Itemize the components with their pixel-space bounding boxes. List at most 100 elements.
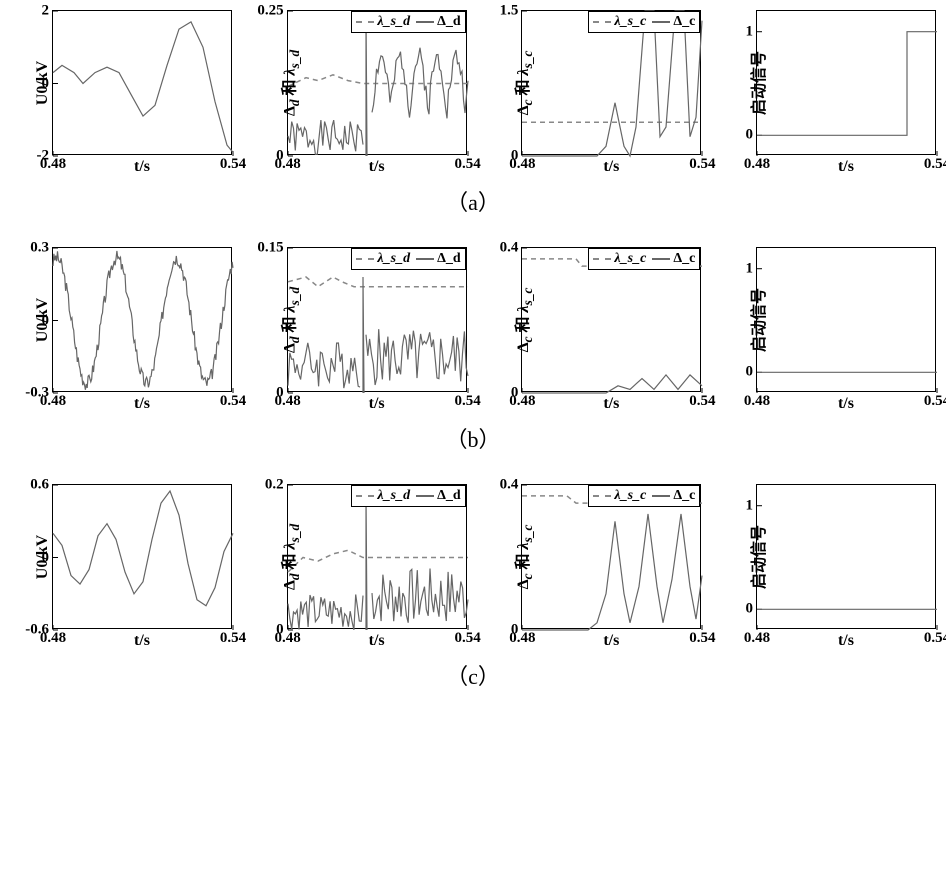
xtick: 0.54 [689,154,715,173]
legend-dash-label: λ_s_c [614,14,646,30]
xtick: 0.54 [924,628,946,647]
panel-a2: 00.250.480.54λ_s_dΔ_dΔd 和 λs_dt/s [287,10,467,155]
xtick: 0.54 [924,154,946,173]
chart-row: -2020.480.54U0/kVt/s00.250.480.54λ_s_dΔ_… [10,10,936,155]
ytick: 0.3 [30,240,53,257]
ylabel: U0/kV [34,534,52,578]
ylabel: Δd 和 λs_d [275,523,302,589]
ylabel: Δc 和 λs_c [509,524,536,589]
legend-dash-label: λ_s_d [377,251,410,267]
legend: λ_s_d Δ_d [351,11,465,33]
panel-b2: 00.150.480.54λ_s_dΔ_dΔd 和 λs_dt/s [287,247,467,392]
plot-area: 00.40.480.54λ_s_cΔ_cΔc 和 λs_ct/s [521,484,701,629]
xlabel: t/s [369,158,385,176]
xlabel: t/s [603,158,619,176]
plot-area: 01.50.480.54λ_s_cΔ_cΔc 和 λs_ct/s [521,10,701,155]
panel-c2: 00.20.480.54λ_s_dΔ_dΔd 和 λs_dt/s [287,484,467,629]
legend: λ_s_cΔ_c [588,11,700,33]
ytick: 0.2 [265,477,288,494]
ylabel: 启动信号 [745,287,769,351]
legend-dash-label: λ_s_c [614,251,646,267]
plot-area: 00.250.480.54λ_s_dΔ_dΔd 和 λs_dt/s [287,10,467,155]
ytick: 0.6 [30,477,53,494]
legend-dash-label: λ_s_d [377,14,410,30]
legend: λ_s_d Δ_d [351,248,465,270]
ytick: 1 [745,23,757,40]
plot-area: 00.20.480.54λ_s_dΔ_dΔd 和 λs_dt/s [287,484,467,629]
ylabel: Δc 和 λs_c [509,50,536,115]
panel-c4: 010.480.54启动信号t/s [756,484,936,629]
legend-solid-label: Δ_d [437,251,461,267]
xtick: 0.54 [455,628,481,647]
xtick: 0.48 [744,628,770,647]
xlabel: t/s [838,632,854,650]
panel-a1: -2020.480.54U0/kVt/s [52,10,232,155]
xlabel: t/s [134,632,150,650]
panel-b3: 00.40.480.54λ_s_cΔ_cΔc 和 λs_ct/s [521,247,701,392]
panel-b1: -0.300.30.480.54U0/kVt/s [52,247,232,392]
ytick: 0.25 [257,3,287,20]
plot-area: 010.480.54启动信号t/s [756,247,936,392]
xtick: 0.54 [689,628,715,647]
legend-dash-label: λ_s_d [377,488,410,504]
xlabel: t/s [134,395,150,413]
legend-solid-label: Δ_c [673,488,695,504]
xtick: 0.48 [275,391,301,410]
xlabel: t/s [603,632,619,650]
plot-area: -0.600.60.480.54U0/kVt/s [52,484,232,629]
legend-solid-label: Δ_d [437,14,461,30]
ytick: 0 [745,364,757,381]
series-svg [757,11,937,156]
row-label: （c） [10,659,936,691]
xtick: 0.54 [220,154,246,173]
panel-a4: 010.480.54启动信号t/s [756,10,936,155]
legend: λ_s_c Δ_c [588,248,700,270]
ytick: 0 [745,127,757,144]
chart-row: -0.300.30.480.54U0/kVt/s00.150.480.54λ_s… [10,247,936,392]
xlabel: t/s [369,395,385,413]
ytick: 0 [745,601,757,618]
ytick: 0.4 [500,477,523,494]
legend: λ_s_dΔ_d [351,485,465,507]
panel-c3: 00.40.480.54λ_s_cΔ_cΔc 和 λs_ct/s [521,484,701,629]
panel-a3: 01.50.480.54λ_s_cΔ_cΔc 和 λs_ct/s [521,10,701,155]
xlabel: t/s [838,395,854,413]
row-label: （a） [10,185,936,217]
panel-c1: -0.600.60.480.54U0/kVt/s [52,484,232,629]
ylabel: Δc 和 λs_c [509,287,536,352]
xtick: 0.48 [275,628,301,647]
ylabel: Δd 和 λs_d [275,286,302,352]
xlabel: t/s [603,395,619,413]
xlabel: t/s [838,158,854,176]
xlabel: t/s [369,632,385,650]
xtick: 0.54 [689,391,715,410]
legend: λ_s_cΔ_c [588,485,700,507]
ytick: 1 [745,260,757,277]
xlabel: t/s [134,158,150,176]
xtick: 0.48 [40,391,66,410]
plot-area: 00.150.480.54λ_s_dΔ_dΔd 和 λs_dt/s [287,247,467,392]
series-svg [757,485,937,630]
xtick: 0.48 [744,154,770,173]
ytick: 0.4 [500,240,523,257]
chart-row: -0.600.60.480.54U0/kVt/s 00.20.480.54λ_s_… [10,484,936,629]
xtick: 0.48 [40,154,66,173]
series-svg [53,11,233,156]
ytick: 1 [745,497,757,514]
xtick: 0.54 [455,154,481,173]
ylabel: 启动信号 [745,524,769,588]
ylabel: 启动信号 [745,50,769,114]
ytick: 2 [42,3,54,20]
series-svg [757,248,937,393]
panel-b4: 010.480.54启动信号t/s [756,247,936,392]
xtick: 0.54 [455,391,481,410]
ytick: 1.5 [500,3,523,20]
plot-area: -0.300.30.480.54U0/kVt/s [52,247,232,392]
plot-area: 00.40.480.54λ_s_cΔ_cΔc 和 λs_ct/s [521,247,701,392]
xtick: 0.54 [220,391,246,410]
legend-solid-label: Δ_c [673,251,695,267]
plot-area: -2020.480.54U0/kVt/s [52,10,232,155]
figure-root: -2020.480.54U0/kVt/s00.250.480.54λ_s_dΔ_… [10,10,936,691]
ylabel: U0/kV [34,60,52,104]
series-svg [53,485,233,630]
